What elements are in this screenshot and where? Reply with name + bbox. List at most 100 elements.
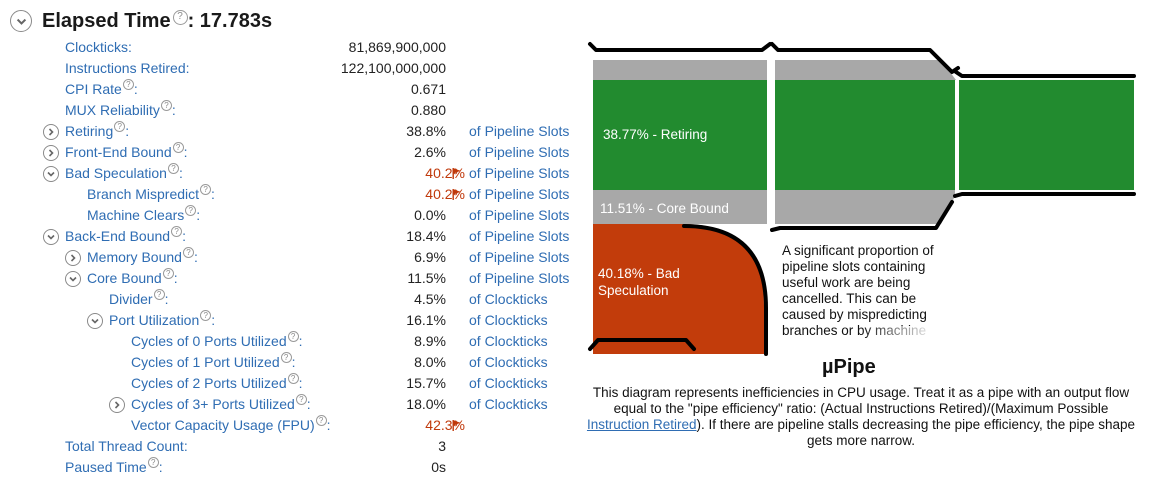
metric-name[interactable]: CPI Rate?: — [65, 79, 138, 100]
metric-unit-link[interactable]: of Clockticks — [469, 396, 548, 412]
help-icon[interactable]: ? — [280, 352, 292, 363]
metric-name[interactable]: Back-End Bound?: — [65, 226, 186, 247]
metric-row: Cycles of 0 Ports Utilized?: 8.9% of Clock… — [0, 331, 580, 352]
metric-unit-link[interactable]: of Clockticks — [469, 291, 548, 307]
chevron-right-icon[interactable] — [65, 250, 81, 266]
help-icon[interactable]: ? — [162, 268, 174, 279]
help-icon[interactable]: ? — [287, 331, 299, 342]
metric-name[interactable]: Cycles of 1 Port Utilized?: — [131, 352, 296, 373]
metric-unit-link[interactable]: of Pipeline Slots — [469, 123, 570, 139]
metric-unit-link[interactable]: of Clockticks — [469, 312, 548, 328]
chevron-right-icon[interactable] — [43, 124, 59, 140]
help-icon[interactable]: ? — [167, 163, 179, 174]
help-icon[interactable]: ? — [287, 373, 299, 384]
chevron-down-icon[interactable] — [43, 229, 59, 245]
warning-flag-icon — [452, 189, 461, 200]
metric-name-text: Port Utilization — [109, 312, 200, 328]
pipe-bottom-outline-3 — [953, 192, 1136, 198]
upipe-diagram: 38.77% - Retiring 11.51% - Core Bound 40… — [586, 36, 1146, 356]
metric-value: 6.9% — [414, 249, 446, 265]
metric-name[interactable]: Paused Time?: — [65, 457, 163, 478]
metric-name[interactable]: Front-End Bound?: — [65, 142, 188, 163]
metric-name-text: Bad Speculation — [65, 165, 167, 181]
help-icon[interactable]: ? — [122, 79, 134, 90]
help-icon[interactable]: ? — [315, 415, 327, 426]
metric-name[interactable]: MUX Reliability?: — [65, 100, 176, 121]
upipe-desc-part-2: ). If there are pipeline stalls decreasi… — [696, 417, 1136, 448]
metric-name-text: Core Bound — [87, 270, 162, 286]
help-icon[interactable]: ? — [182, 247, 194, 258]
metric-row: Front-End Bound?: 2.6% of Pipeline Slots — [0, 142, 580, 163]
collapse-elapsed-time-icon[interactable] — [10, 10, 32, 32]
metric-name-suffix: : — [182, 228, 186, 244]
metric-unit-link[interactable]: of Pipeline Slots — [469, 249, 570, 265]
help-icon[interactable]: ? — [114, 121, 126, 132]
metric-row: Cycles of 2 Ports Utilized?: 15.7% of Cloc… — [0, 373, 580, 394]
metric-name[interactable]: Cycles of 3+ Ports Utilized?: — [131, 394, 311, 415]
metric-name[interactable]: Bad Speculation?: — [65, 163, 183, 184]
chevron-down-icon[interactable] — [43, 166, 59, 182]
metric-unit-link[interactable]: of Pipeline Slots — [469, 207, 570, 223]
metric-name[interactable]: Memory Bound?: — [87, 247, 198, 268]
metric-name[interactable]: Cycles of 2 Ports Utilized?: — [131, 373, 303, 394]
metric-unit-link[interactable]: of Pipeline Slots — [469, 186, 570, 202]
chevron-right-icon[interactable] — [109, 397, 125, 413]
bad-speculation-pipe-label-2: Speculation — [598, 283, 669, 298]
metric-name[interactable]: Branch Mispredict?: — [87, 184, 215, 205]
metric-unit-link[interactable]: of Pipeline Slots — [469, 165, 570, 181]
metric-name-text: Cycles of 0 Ports Utilized — [131, 333, 287, 349]
help-icon[interactable]: ? — [295, 394, 307, 405]
metric-name[interactable]: Total Thread Count: — [65, 436, 188, 457]
chevron-down-icon[interactable] — [87, 313, 103, 329]
pipe-top-outline-2 — [770, 42, 960, 74]
chevron-right-icon[interactable] — [43, 145, 59, 161]
metric-name[interactable]: Retiring?: — [65, 121, 129, 142]
metric-name[interactable]: Core Bound?: — [87, 268, 178, 289]
help-icon[interactable]: ? — [200, 310, 212, 321]
help-icon[interactable]: ? — [172, 9, 188, 25]
help-icon[interactable]: ? — [185, 205, 197, 216]
metric-name-text: Retiring — [65, 123, 114, 139]
help-icon[interactable]: ? — [171, 226, 183, 237]
help-icon[interactable]: ? — [200, 184, 212, 195]
metric-name-suffix: : — [178, 165, 183, 181]
metric-name-suffix: : — [211, 312, 216, 328]
metric-name[interactable]: Instructions Retired: — [65, 58, 190, 79]
metric-unit-link[interactable]: of Pipeline Slots — [469, 270, 570, 286]
bad-speculation-note: A significant proportion of pipeline slo… — [782, 243, 934, 338]
metric-value: 0.0% — [414, 207, 446, 223]
metric-row: CPI Rate?: 0.671 — [0, 79, 580, 100]
metric-unit-link[interactable]: of Clockticks — [469, 333, 548, 349]
metric-value: 15.7% — [406, 375, 446, 391]
metric-name[interactable]: Machine Clears?: — [87, 205, 200, 226]
metric-name[interactable]: Clockticks: — [65, 37, 132, 58]
metric-unit-link[interactable]: of Clockticks — [469, 354, 548, 370]
metric-name[interactable]: Divider?: — [109, 289, 168, 310]
metric-name[interactable]: Vector Capacity Usage (FPU)?: — [131, 415, 331, 436]
help-icon[interactable]: ? — [172, 142, 184, 153]
metric-value: 18.0% — [406, 396, 446, 412]
metric-name[interactable]: Cycles of 0 Ports Utilized?: — [131, 331, 303, 352]
metric-name-suffix: : — [326, 417, 331, 433]
metric-value: 0.671 — [410, 81, 446, 97]
metric-unit-link[interactable]: of Pipeline Slots — [469, 228, 570, 244]
pipe-stall-taper — [935, 60, 956, 80]
metric-name-suffix: : — [133, 81, 138, 97]
help-icon[interactable]: ? — [160, 100, 172, 111]
metric-value: 0.880 — [410, 102, 446, 118]
metric-name[interactable]: Port Utilization?: — [109, 310, 215, 331]
chevron-down-icon[interactable] — [65, 271, 81, 287]
retiring-pipe-label: 38.77% - Retiring — [603, 127, 708, 142]
help-icon[interactable]: ? — [147, 457, 159, 468]
note-fade — [860, 326, 952, 342]
metric-row: Instructions Retired: 122,100,000,000 — [0, 58, 580, 79]
metric-value: 0s — [431, 459, 446, 475]
elapsed-time-value: : 17.783s — [187, 9, 273, 32]
metric-name-text: Divider — [109, 291, 153, 307]
instruction-retired-link[interactable]: Instruction Retired — [586, 417, 697, 432]
help-icon[interactable]: ? — [153, 289, 165, 300]
metric-row: Total Thread Count: 3 — [0, 436, 580, 457]
metric-unit-link[interactable]: of Clockticks — [469, 375, 548, 391]
elapsed-time-header: Elapsed Time ? : 17.783s — [10, 8, 272, 34]
metric-unit-link[interactable]: of Pipeline Slots — [469, 144, 570, 160]
